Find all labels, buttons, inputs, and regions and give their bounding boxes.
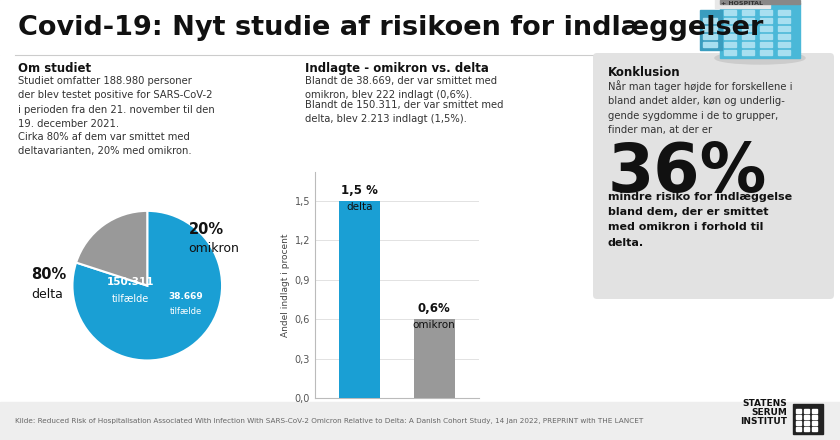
Bar bbox=[760, 10, 772, 15]
Bar bbox=[760, 50, 772, 55]
Bar bbox=[804, 427, 809, 431]
Bar bbox=[793, 404, 823, 434]
Bar bbox=[796, 409, 801, 413]
Bar bbox=[724, 10, 736, 15]
Text: Blandt de 38.669, der var smittet med
omikron, blev 222 indlagt (0,6%).: Blandt de 38.669, der var smittet med om… bbox=[305, 76, 497, 100]
Bar bbox=[742, 34, 754, 39]
Text: Indlagte - omikron vs. delta: Indlagte - omikron vs. delta bbox=[305, 62, 489, 75]
Text: 38.669: 38.669 bbox=[169, 293, 203, 301]
Ellipse shape bbox=[715, 52, 805, 64]
Bar bbox=[812, 409, 817, 413]
Bar bbox=[742, 10, 754, 15]
Text: 80%: 80% bbox=[31, 267, 66, 282]
Bar bbox=[0, 402, 840, 440]
Bar bbox=[724, 50, 736, 55]
Bar bbox=[812, 415, 817, 419]
Bar bbox=[778, 26, 790, 31]
Bar bbox=[760, 18, 772, 23]
Bar bbox=[778, 10, 790, 15]
Text: STATENS: STATENS bbox=[743, 399, 787, 408]
Bar bbox=[760, 34, 772, 39]
Bar bbox=[778, 18, 790, 23]
Bar bbox=[742, 50, 754, 55]
Bar bbox=[413, 319, 454, 398]
Bar bbox=[724, 26, 736, 31]
Bar bbox=[0, 55, 840, 402]
Bar bbox=[703, 26, 717, 31]
Bar bbox=[812, 427, 817, 431]
Text: + HOSPITAL: + HOSPITAL bbox=[721, 0, 763, 6]
Bar bbox=[724, 42, 736, 47]
Text: Når man tager højde for forskellene i
bland andet alder, køn og underlig-
gende : Når man tager højde for forskellene i bl… bbox=[608, 80, 792, 135]
Bar bbox=[339, 201, 381, 398]
Text: 150.311: 150.311 bbox=[107, 277, 155, 287]
Text: 1,5 %: 1,5 % bbox=[341, 183, 378, 197]
Bar bbox=[703, 42, 717, 47]
Bar bbox=[804, 409, 809, 413]
Text: mindre risiko for indlæggelse
bland dem, der er smittet
med omikron i forhold ti: mindre risiko for indlæggelse bland dem,… bbox=[608, 192, 792, 248]
Bar bbox=[760, 26, 772, 31]
Bar bbox=[796, 427, 801, 431]
Bar bbox=[778, 42, 790, 47]
Bar bbox=[724, 34, 736, 39]
Text: tilfælde: tilfælde bbox=[170, 308, 202, 316]
Text: Kilde: Reduced Risk of Hospitalisation Associated With Infection With SARS-CoV-2: Kilde: Reduced Risk of Hospitalisation A… bbox=[15, 418, 643, 424]
Bar bbox=[804, 415, 809, 419]
Bar bbox=[760, 42, 772, 47]
Text: tilfælde: tilfælde bbox=[113, 294, 150, 304]
Bar bbox=[703, 34, 717, 39]
Text: Cirka 80% af dem var smittet med
deltavarianten, 20% med omikron.: Cirka 80% af dem var smittet med deltava… bbox=[18, 132, 192, 156]
Text: Covid-19: Nyt studie af risikoen for indlæggelser: Covid-19: Nyt studie af risikoen for ind… bbox=[18, 15, 764, 41]
Bar bbox=[742, 42, 754, 47]
Text: INSTITUT: INSTITUT bbox=[740, 417, 787, 426]
Text: SERUM: SERUM bbox=[751, 408, 787, 417]
Text: Studiet omfatter 188.980 personer
der blev testet positive for SARS-CoV-2
i peri: Studiet omfatter 188.980 personer der bl… bbox=[18, 76, 215, 129]
Text: 20%: 20% bbox=[188, 222, 223, 237]
Bar bbox=[715, 0, 770, 8]
Text: delta: delta bbox=[31, 288, 63, 301]
Bar bbox=[796, 421, 801, 425]
Text: delta: delta bbox=[346, 202, 373, 212]
Text: Konklusion: Konklusion bbox=[608, 66, 680, 79]
Bar bbox=[778, 50, 790, 55]
Bar bbox=[778, 34, 790, 39]
Bar bbox=[724, 18, 736, 23]
Bar bbox=[812, 421, 817, 425]
Bar bbox=[804, 421, 809, 425]
Bar bbox=[720, 3, 800, 58]
Wedge shape bbox=[76, 211, 147, 286]
Bar bbox=[703, 18, 717, 23]
Bar bbox=[700, 10, 722, 50]
FancyBboxPatch shape bbox=[593, 53, 834, 299]
Text: 0,6%: 0,6% bbox=[417, 302, 450, 315]
Text: Blandt de 150.311, der var smittet med
delta, blev 2.213 indlagt (1,5%).: Blandt de 150.311, der var smittet med d… bbox=[305, 100, 503, 125]
Text: 36%: 36% bbox=[608, 140, 768, 206]
Bar bbox=[720, 0, 800, 4]
Bar bbox=[796, 415, 801, 419]
Bar bbox=[742, 18, 754, 23]
Wedge shape bbox=[72, 211, 222, 360]
Text: Om studiet: Om studiet bbox=[18, 62, 91, 75]
Text: omikron: omikron bbox=[188, 242, 239, 255]
Bar bbox=[742, 26, 754, 31]
Bar bbox=[0, 0, 840, 55]
Text: omikron: omikron bbox=[412, 320, 455, 330]
Y-axis label: Andel indlagt i procent: Andel indlagt i procent bbox=[281, 233, 291, 337]
